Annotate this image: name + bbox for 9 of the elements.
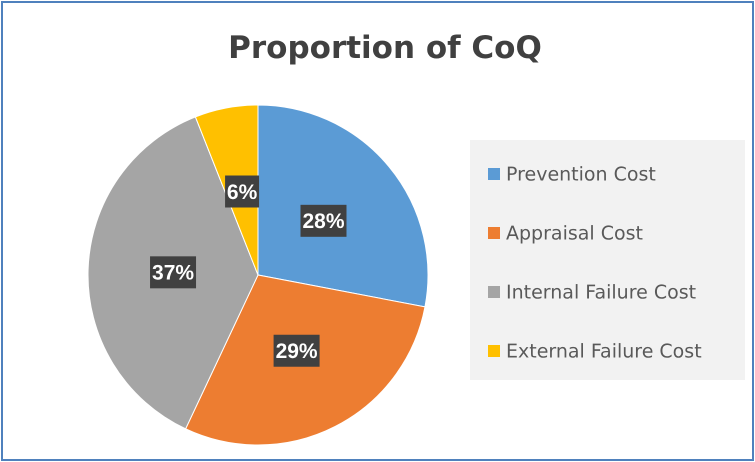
chart-title: Proportion of CoQ: [228, 30, 542, 66]
legend-label: Appraisal Cost: [506, 222, 643, 245]
legend-label: External Failure Cost: [506, 340, 702, 363]
legend-label: Internal Failure Cost: [506, 282, 696, 304]
legend-label: Prevention Cost: [506, 164, 656, 186]
data-label: 6%: [226, 180, 258, 204]
data-label: 29%: [276, 340, 318, 364]
data-label: 28%: [302, 210, 345, 234]
data-label: 37%: [152, 262, 194, 285]
